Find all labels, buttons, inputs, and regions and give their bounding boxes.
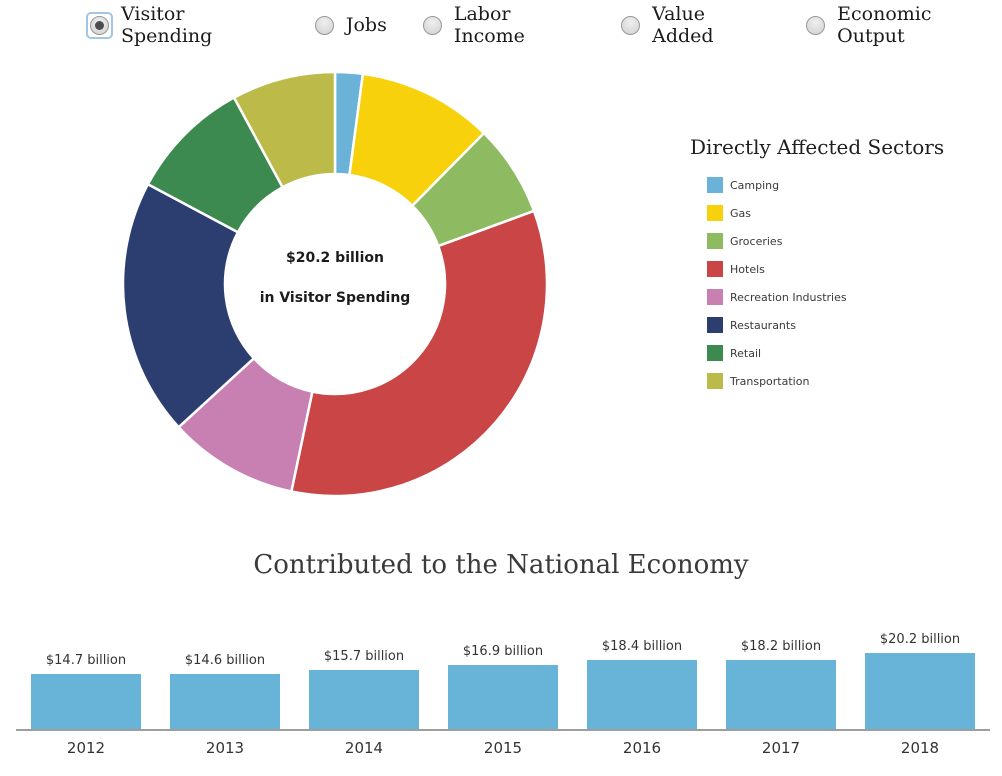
- radio-option-visitor-spending[interactable]: Visitor Spending: [86, 3, 279, 47]
- radio-option-labor-income[interactable]: Labor Income: [419, 3, 585, 47]
- radio-focus-ring: [802, 12, 829, 39]
- bar-value-label: $14.6 billion: [184, 653, 266, 668]
- legend-swatch: [707, 261, 723, 277]
- legend-item-hotels[interactable]: Hotels: [707, 255, 944, 283]
- bar-2013[interactable]: [170, 674, 280, 729]
- legend-label: Camping: [730, 178, 780, 192]
- bar-2015[interactable]: [448, 665, 558, 729]
- x-axis-label: 2017: [761, 739, 801, 757]
- legend-swatch: [707, 317, 723, 333]
- radio-option-label: Jobs: [345, 14, 387, 36]
- legend-list: Camping Gas Groceries Hotels Recreation …: [690, 171, 944, 395]
- radio-option-label: Value Added: [652, 3, 714, 47]
- radio-button-icon: [314, 15, 334, 35]
- bar-value-label: $16.9 billion: [462, 644, 544, 659]
- x-axis-label: 2012: [66, 739, 106, 757]
- bar-2018[interactable]: [865, 653, 975, 729]
- legend-item-transportation[interactable]: Transportation: [707, 367, 944, 395]
- radio-focus-ring: [86, 11, 113, 39]
- radio-focus-ring: [419, 12, 446, 39]
- legend-item-retail[interactable]: Retail: [707, 339, 944, 367]
- x-axis-labels: 2012 2013 2014 2015 2016 2017 2018: [31, 739, 975, 757]
- bar-column-2018: $20.2 billion: [865, 632, 975, 729]
- legend-swatch: [707, 289, 723, 305]
- legend-item-recreation-industries[interactable]: Recreation Industries: [707, 283, 944, 311]
- legend-item-gas[interactable]: Gas: [707, 199, 944, 227]
- bar-column-2012: $14.7 billion: [31, 653, 141, 729]
- radio-focus-ring: [617, 12, 644, 39]
- bar-column-2016: $18.4 billion: [587, 639, 697, 729]
- legend-title: Directly Affected Sectors: [690, 135, 945, 159]
- legend-swatch: [707, 233, 723, 249]
- donut-slice-transportation[interactable]: [232, 70, 337, 189]
- legend-swatch: [707, 345, 723, 361]
- legend-label: Hotels: [730, 262, 765, 276]
- radio-option-label: Economic Output: [837, 3, 932, 47]
- radio-button-icon: [621, 15, 641, 35]
- radio-focus-ring: [311, 12, 338, 39]
- legend-label: Transportation: [730, 374, 810, 388]
- radio-option-value-added[interactable]: Value Added: [617, 3, 770, 47]
- radio-option-label: Labor Income: [453, 3, 525, 47]
- bar-2017[interactable]: [726, 660, 836, 729]
- donut-slice-hotels[interactable]: [290, 209, 549, 498]
- legend-label: Recreation Industries: [730, 290, 847, 304]
- radio-option-economic-output[interactable]: Economic Output: [802, 3, 1002, 47]
- bar-value-label: $14.7 billion: [45, 653, 127, 668]
- radio-button-icon: [422, 15, 442, 35]
- donut-slice-restaurants[interactable]: [121, 182, 256, 429]
- bar-chart-title: Contributed to the National Economy: [253, 550, 749, 580]
- donut-legend: Directly Affected Sectors Camping Gas Gr…: [690, 134, 944, 395]
- donut-chart: $20.2 billion in Visitor Spending: [121, 70, 549, 498]
- legend-swatch: [707, 177, 723, 193]
- radio-option-jobs[interactable]: Jobs: [311, 12, 387, 39]
- metric-selector: Visitor Spending Jobs Labor Income Value…: [86, 3, 1002, 47]
- legend-swatch: [707, 373, 723, 389]
- x-axis-label: 2013: [205, 739, 245, 757]
- legend-swatch: [707, 205, 723, 221]
- bar-column-2014: $15.7 billion: [309, 649, 419, 729]
- radio-option-label: Visitor Spending: [121, 3, 213, 47]
- bar-value-label: $20.2 billion: [879, 632, 961, 647]
- x-axis-label: 2018: [900, 739, 940, 757]
- legend-label: Restaurants: [730, 318, 796, 332]
- x-axis-label: 2014: [344, 739, 384, 757]
- legend-label: Groceries: [730, 234, 783, 248]
- x-axis-label: 2015: [483, 739, 523, 757]
- bar-2016[interactable]: [587, 660, 697, 729]
- bar-2014[interactable]: [309, 670, 419, 729]
- x-axis-line: [16, 729, 990, 731]
- legend-item-groceries[interactable]: Groceries: [707, 227, 944, 255]
- donut-svg: [121, 70, 549, 498]
- bar-2012[interactable]: [31, 674, 141, 729]
- x-axis-label: 2016: [622, 739, 662, 757]
- bar-value-label: $18.4 billion: [601, 639, 683, 654]
- legend-label: Gas: [730, 206, 751, 220]
- legend-label: Retail: [730, 346, 762, 360]
- legend-item-camping[interactable]: Camping: [707, 171, 944, 199]
- legend-item-restaurants[interactable]: Restaurants: [707, 311, 944, 339]
- bar-column-2015: $16.9 billion: [448, 644, 558, 729]
- bar-column-2017: $18.2 billion: [726, 639, 836, 729]
- bar-value-label: $18.2 billion: [740, 639, 822, 654]
- bar-value-label: $15.7 billion: [323, 649, 405, 664]
- radio-button-icon: [90, 15, 109, 35]
- bar-chart-plot: $14.7 billion $14.6 billion $15.7 billio…: [31, 595, 975, 729]
- bar-column-2013: $14.6 billion: [170, 653, 280, 729]
- radio-button-icon: [806, 15, 826, 35]
